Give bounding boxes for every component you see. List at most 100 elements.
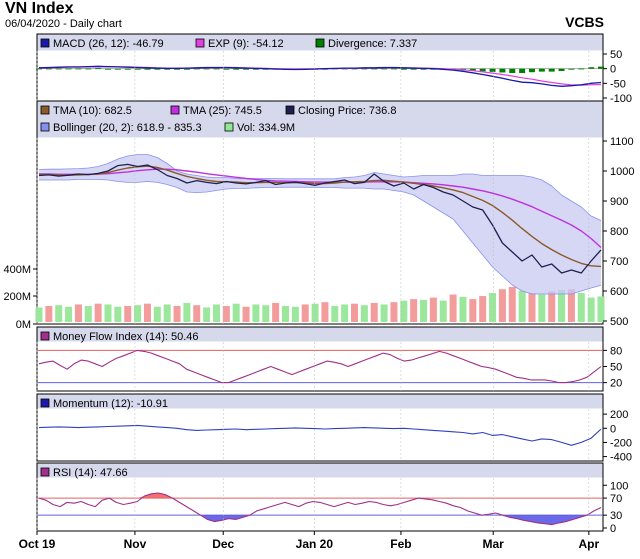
x-tick-label: Mar [483,537,505,551]
rsi-legend-label: RSI (14): 47.66 [53,467,128,479]
volume-bar [449,294,457,322]
macd-divergence-bar [519,68,526,74]
volume-bar [498,289,506,322]
closing-price-line [38,163,602,274]
macd-divergence-bar [479,68,486,72]
price-legend-label: TMA (25): 745.5 [183,105,262,117]
macd-divergence-bar [183,68,190,70]
macd-divergence-bar [361,68,368,70]
price-y-tick-label: 500 [610,316,628,328]
volume-bar [538,294,546,322]
rsi-overbought-fill [39,493,601,499]
volume-bar [360,305,368,322]
mfi-y-tick-label: 80 [610,345,622,357]
rsi-legend-swatch [40,467,50,477]
macd-y-tick-label: 0 [610,64,616,76]
macd-divergence-bar [85,68,92,70]
x-tick-label: Feb [390,537,411,551]
macd-divergence-bar [400,68,407,70]
volume-bar [173,305,181,322]
price-y-tick-label: 800 [610,226,628,238]
volume-bar [331,305,339,322]
volume-bar [124,305,132,322]
macd-divergence-bar [548,68,555,72]
rsi-line [38,492,602,526]
momentum-y-tick-label: -400 [610,452,632,464]
volume-bar [35,307,43,322]
volume-bar [370,302,378,322]
momentum-line [38,424,602,446]
price-y-tick-label: 1100 [610,136,634,148]
volume-bar [242,306,250,322]
volume-bar [311,303,319,322]
volume-bar [577,293,585,322]
macd-legend-label: MACD (26, 12): -46.79 [53,38,164,50]
macd-legend-label: Divergence: 7.337 [328,38,417,50]
volume-bar [143,303,151,322]
bollinger-lower-line [39,178,602,295]
volume-bar [469,299,477,322]
momentum-legend-swatch [40,398,50,408]
momentum-legend-bg [37,394,603,409]
volume-bar [400,300,408,322]
macd-divergence-bar [578,68,585,70]
macd-divergence-bar [203,68,210,70]
macd-divergence-bar [36,68,42,70]
mfi-legend-label: Money Flow Index (14): 50.46 [53,331,199,343]
volume-bar [341,304,349,322]
volume-bar [55,305,63,322]
volume-bar [153,306,161,322]
price-y-tick-label: 1000 [610,166,634,178]
x-tick-label: Nov [124,537,147,551]
macd-divergence-bar [390,68,397,70]
volume-bar [587,297,595,322]
macd-divergence-bar [420,68,427,70]
macd-divergence-bar [233,68,240,70]
momentum-legend-label: Momentum (12): -10.91 [53,398,168,410]
price-legend-swatch [170,105,180,115]
macd-divergence-bar [598,66,604,69]
macd-divergence-bar [174,68,181,70]
price-legend-label: Vol: 334.9M [237,122,295,134]
volume-bar [558,289,566,322]
chart-subtitle: 06/04/2020 - Daily chart [5,18,122,30]
price-legend-label: Closing Price: 736.8 [298,105,396,117]
macd-divergence-bar [243,68,250,70]
macd-divergence-bar [509,68,516,74]
volume-bar [262,305,270,322]
volume-bar [321,302,329,322]
x-tick-label: Jan 20 [296,537,334,551]
volume-bar [390,302,398,322]
macd-y-tick-label: -100 [610,93,632,105]
volume-bar [84,305,92,322]
x-tick-label: Apr [579,537,600,551]
volume-bar [459,296,467,322]
macd-divergence-bar [65,68,72,70]
mfi-legend-swatch [40,331,50,341]
rsi-y-tick-label: 70 [610,493,622,505]
volume-bar [222,305,230,322]
macd-legend-label: EXP (9): -54.12 [208,38,284,50]
mfi-y-tick-label: 50 [610,362,622,374]
price-y-tick-label: 600 [610,286,628,298]
price-y-tick-label: 700 [610,256,628,268]
macd-divergence-bar [75,68,82,70]
rsi-y-tick-label: 30 [610,510,622,522]
macd-divergence-bar [252,68,259,70]
volume-bar [479,296,487,322]
price-legend-bg [37,101,603,138]
macd-divergence-bar [558,68,565,72]
volume-bar [301,304,309,322]
macd-divergence-bar [213,68,220,70]
momentum-y-tick-label: 0 [610,423,616,435]
volume-bar [410,299,418,322]
volume-bar [597,296,605,322]
volume-bar [508,286,516,322]
volume-bar [65,306,73,322]
rsi-y-tick-label: 100 [610,480,628,492]
volume-bar [104,304,112,322]
volume-bar [45,305,53,322]
bollinger-upper-line [38,154,602,221]
macd-y-tick-label: 50 [610,49,622,61]
